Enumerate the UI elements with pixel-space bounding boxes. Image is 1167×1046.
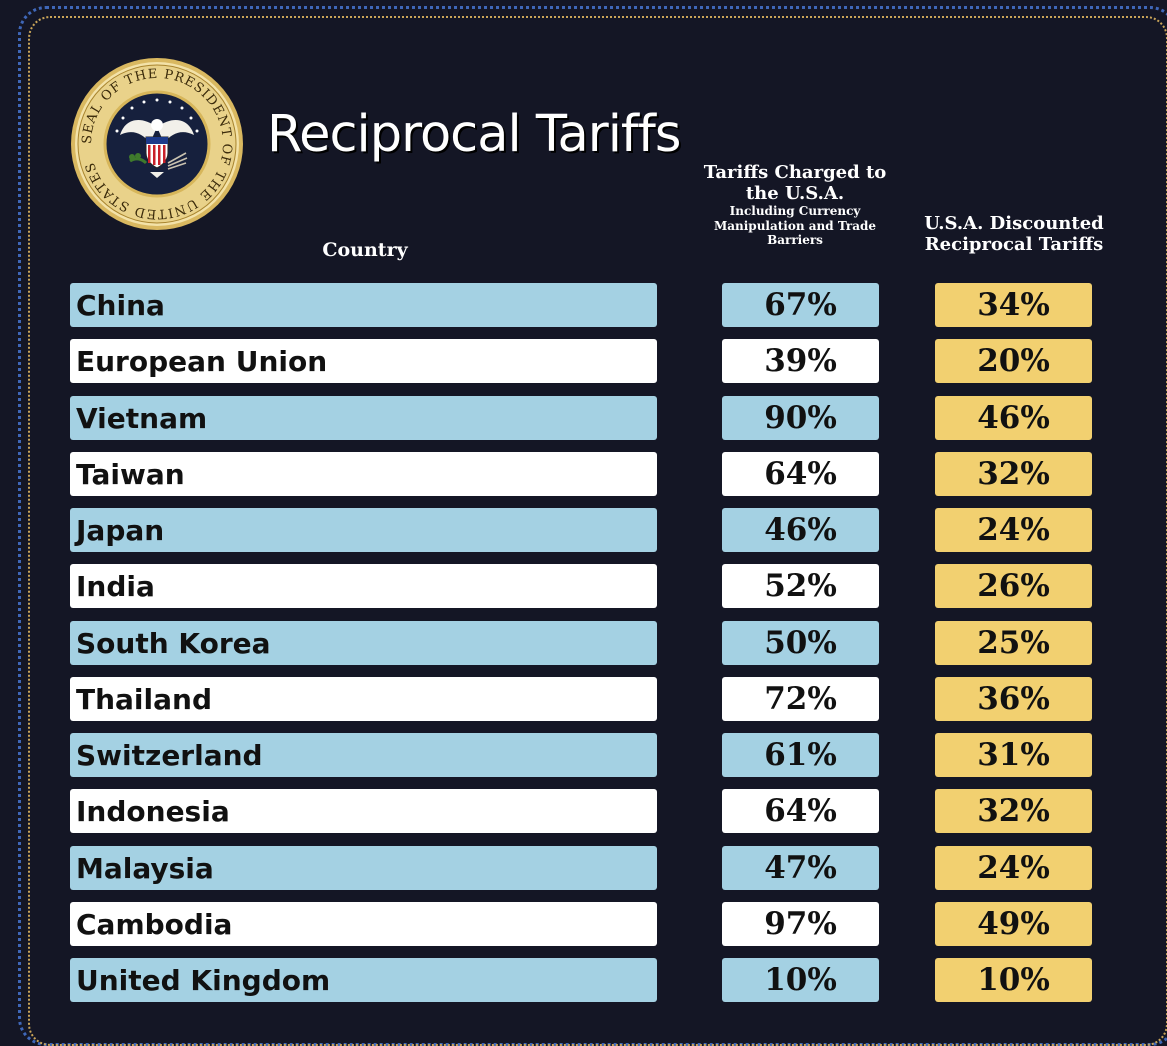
tariff-charged-cell: 97% — [722, 902, 879, 946]
country-cell: Switzerland — [70, 733, 657, 777]
tariff-charged-cell: 90% — [722, 396, 879, 440]
reciprocal-tariff-cell: 24% — [935, 508, 1092, 552]
country-cell: South Korea — [70, 621, 657, 665]
reciprocal-tariff-cell: 10% — [935, 958, 1092, 1002]
table-row: Vietnam 90% 46% — [0, 396, 1167, 442]
tariff-charged-cell: 10% — [722, 958, 879, 1002]
country-cell: Cambodia — [70, 902, 657, 946]
header-reciprocal-tariffs: U.S.A. Discounted Reciprocal Tariffs — [924, 213, 1104, 255]
tariff-charged-cell: 50% — [722, 621, 879, 665]
table-row: China 67% 34% — [0, 283, 1167, 329]
reciprocal-tariff-cell: 25% — [935, 621, 1092, 665]
reciprocal-tariff-cell: 46% — [935, 396, 1092, 440]
tariff-charged-cell: 39% — [722, 339, 879, 383]
reciprocal-tariff-cell: 31% — [935, 733, 1092, 777]
reciprocal-tariff-cell: 26% — [935, 564, 1092, 608]
country-cell: India — [70, 564, 657, 608]
table-row: Cambodia 97% 49% — [0, 902, 1167, 948]
table-row: European Union 39% 20% — [0, 339, 1167, 385]
tariff-charged-cell: 67% — [722, 283, 879, 327]
country-cell: Vietnam — [70, 396, 657, 440]
table-row: Indonesia 64% 32% — [0, 789, 1167, 835]
header-tariffs-charged: Tariffs Charged to the U.S.A. Including … — [700, 162, 890, 248]
tariff-charged-cell: 64% — [722, 452, 879, 496]
reciprocal-tariff-cell: 49% — [935, 902, 1092, 946]
reciprocal-tariff-cell: 24% — [935, 846, 1092, 890]
header-tariffs-charged-main: Tariffs Charged to the U.S.A. — [703, 162, 887, 204]
header-country: Country — [322, 239, 408, 261]
tariff-charged-cell: 47% — [722, 846, 879, 890]
table-row: Japan 46% 24% — [0, 508, 1167, 554]
country-cell: Indonesia — [70, 789, 657, 833]
presidential-seal-icon: SEAL OF THE PRESIDENT OF THE UNITED STAT… — [71, 58, 243, 230]
table-row: United Kingdom 10% 10% — [0, 958, 1167, 1004]
table-row: Malaysia 47% 24% — [0, 846, 1167, 892]
table-row: India 52% 26% — [0, 564, 1167, 610]
country-cell: Japan — [70, 508, 657, 552]
header-tariffs-charged-sub: Including Currency Manipulation and Trad… — [713, 204, 877, 248]
country-cell: Malaysia — [70, 846, 657, 890]
table-row: Thailand 72% 36% — [0, 677, 1167, 723]
tariff-charged-cell: 64% — [722, 789, 879, 833]
tariff-charged-cell: 46% — [722, 508, 879, 552]
reciprocal-tariff-cell: 32% — [935, 452, 1092, 496]
country-cell: Thailand — [70, 677, 657, 721]
tariff-charged-cell: 52% — [722, 564, 879, 608]
country-cell: European Union — [70, 339, 657, 383]
country-cell: United Kingdom — [70, 958, 657, 1002]
reciprocal-tariff-cell: 20% — [935, 339, 1092, 383]
reciprocal-tariff-cell: 32% — [935, 789, 1092, 833]
table-row: Taiwan 64% 32% — [0, 452, 1167, 498]
tariff-charged-cell: 61% — [722, 733, 879, 777]
table-row: South Korea 50% 25% — [0, 621, 1167, 667]
country-cell: China — [70, 283, 657, 327]
tariff-charged-cell: 72% — [722, 677, 879, 721]
page-title: Reciprocal Tariffs — [267, 105, 681, 164]
reciprocal-tariff-cell: 36% — [935, 677, 1092, 721]
reciprocal-tariff-cell: 34% — [935, 283, 1092, 327]
country-cell: Taiwan — [70, 452, 657, 496]
table-row: Switzerland 61% 31% — [0, 733, 1167, 779]
